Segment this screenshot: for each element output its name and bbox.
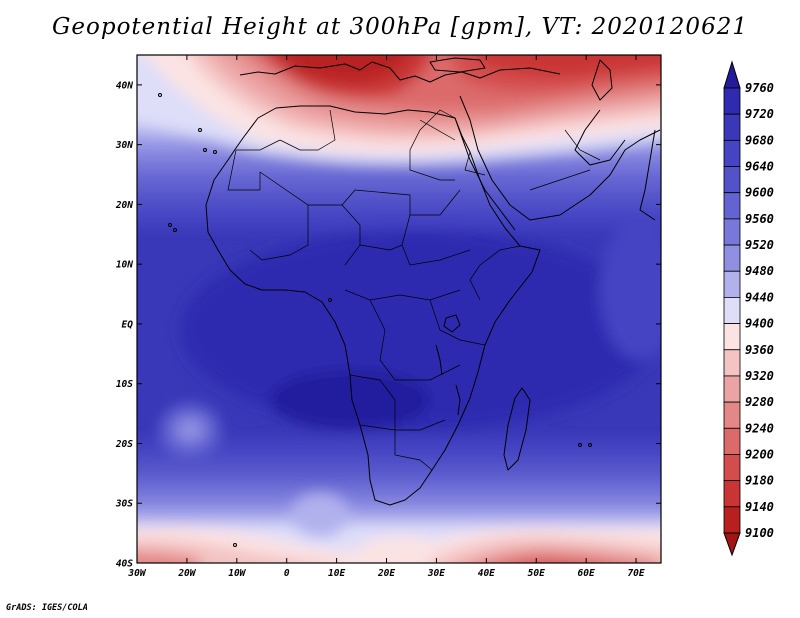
height-field (137, 55, 661, 563)
x-tick-label: 10E (328, 568, 345, 579)
colorbar-label: 9240 (745, 421, 774, 435)
lakes (435, 314, 461, 416)
y-axis: 40N 30N 20N 10N EQ 10S 20S 30S 40S (115, 80, 661, 570)
middle-east-coastline (459, 95, 661, 221)
x-tick-label: 50E (528, 568, 545, 579)
y-tick-label: 10S (116, 379, 133, 390)
colorbar-label: 9280 (745, 395, 774, 409)
colorbar-segment (723, 270, 741, 298)
colorbar-segment (723, 192, 741, 220)
colorbar-segment (723, 87, 741, 115)
colorbar-segment (723, 454, 741, 482)
colorbar-label: 9480 (745, 264, 774, 278)
colorbar-label: 9200 (745, 447, 774, 461)
x-tick-label: 30W (127, 568, 146, 579)
colorbar-segment (723, 506, 741, 534)
map-title: Geopotential Height at 300hPa [gpm], VT:… (52, 14, 748, 40)
colorbar-segment (723, 349, 741, 377)
colorbar-label: 9360 (745, 343, 774, 357)
x-tick-label: 70E (627, 568, 644, 579)
lake-malawi (455, 384, 461, 416)
y-tick-label: 20N (115, 200, 133, 211)
x-tick-label: 20W (177, 568, 196, 579)
y-tick-label: 40S (116, 559, 133, 570)
colorbar-label: 9140 (745, 500, 774, 514)
credit-text: GrADS: IGES/COLA (6, 603, 88, 613)
red-sea-coastline (454, 117, 516, 231)
y-tick-label: 30S (115, 499, 133, 510)
colorbar-segment (723, 427, 741, 455)
colorbar-label: 9520 (745, 238, 774, 252)
country-borders (227, 109, 601, 471)
colorbar-segment (723, 375, 741, 403)
colorbar-label: 9760 (745, 81, 774, 95)
lake-tanganyika (435, 344, 443, 376)
colorbar-segment (723, 244, 741, 272)
colorbar-segment (723, 139, 741, 167)
x-tick-label: 0 (284, 568, 290, 579)
madagascar-coastline (503, 387, 531, 471)
colorbar-label: 9100 (745, 526, 774, 540)
colorbar-segment (723, 480, 741, 508)
caspian-coastline (591, 59, 613, 101)
colorbar-label: 9600 (745, 186, 774, 200)
colorbar-label: 9180 (745, 474, 774, 488)
x-tick-label: 30E (427, 568, 445, 579)
colorbar-label: 9560 (745, 212, 774, 226)
colorbar-label: 9320 (745, 369, 774, 383)
x-tick-label: 20E (377, 568, 395, 579)
x-tick-label: 10W (228, 568, 246, 579)
colorbar-segment (723, 297, 741, 324)
y-tick-label: EQ (122, 319, 134, 330)
y-tick-label: 10N (116, 260, 133, 271)
colorbar-label: 9400 (745, 317, 774, 331)
y-tick-label: 20S (115, 439, 133, 450)
colorbar-label: 9440 (745, 290, 774, 304)
x-axis: 30W 20W 10W 0 10E 20E 30E 40E 50E 60E 70E (127, 55, 645, 579)
lake-victoria (443, 314, 461, 333)
colorbar-bottom-arrow (723, 532, 741, 557)
colorbar-segment (723, 166, 741, 194)
colorbar-label: 9680 (745, 133, 774, 147)
india-coastline (639, 129, 656, 221)
europe-coastline (239, 61, 561, 83)
persian-gulf-coastline (574, 109, 626, 166)
africa-coastline (205, 105, 541, 506)
x-tick-label: 40E (478, 568, 495, 579)
colorbar-top-arrow (723, 60, 741, 89)
plot-frame (136, 54, 662, 564)
colorbar-label: 9720 (745, 107, 774, 121)
coastlines (205, 57, 661, 506)
colorbar-segment (723, 323, 741, 351)
colorbar: 9760 9720 9680 9640 9600 9560 9520 9480 9440 9400… (723, 60, 774, 557)
colorbar-label: 9640 (745, 160, 774, 174)
x-tick-label: 60E (578, 568, 595, 579)
y-tick-label: 30N (115, 140, 133, 151)
y-tick-label: 40N (116, 80, 133, 91)
black-sea-coastline (429, 57, 486, 73)
islands (158, 93, 592, 547)
colorbar-segment (723, 218, 741, 246)
colorbar-segment (723, 401, 741, 429)
colorbar-segment (723, 113, 741, 141)
